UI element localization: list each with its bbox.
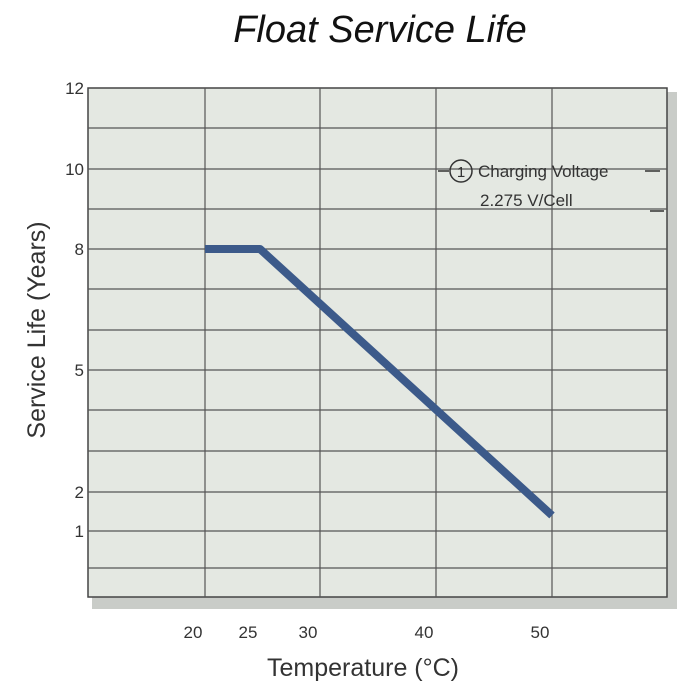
y-tick-label: 10 bbox=[65, 160, 84, 179]
series-layer bbox=[205, 245, 555, 519]
y-tick-label: 12 bbox=[65, 79, 84, 98]
annotation-line1: Charging Voltage bbox=[478, 162, 608, 181]
plot-background bbox=[87, 87, 668, 598]
y-tick-label: 5 bbox=[75, 361, 84, 380]
x-tick-label: 20 bbox=[184, 623, 203, 642]
plot-area bbox=[87, 87, 677, 609]
annotation-line2: 2.275 V/Cell bbox=[480, 191, 573, 210]
x-tick-label: 50 bbox=[531, 623, 550, 642]
y-tick-label: 1 bbox=[75, 522, 84, 541]
annotation: 1 Charging Voltage 2.275 V/Cell bbox=[438, 159, 664, 212]
y-tick-label: 8 bbox=[75, 240, 84, 259]
y-tick-label: 2 bbox=[75, 483, 84, 502]
y-axis-label: Service Life (Years) bbox=[23, 221, 51, 438]
chart-title: Float Service Life bbox=[233, 9, 527, 51]
x-tick-label: 40 bbox=[415, 623, 434, 642]
x-axis-label: Temperature (°C) bbox=[267, 654, 459, 682]
annotation-marker-number: 1 bbox=[457, 164, 465, 181]
x-tick-label: 25 bbox=[239, 623, 258, 642]
x-tick-label: 30 bbox=[299, 623, 318, 642]
annotation-marker-circle bbox=[449, 159, 473, 183]
series-line bbox=[205, 245, 555, 519]
